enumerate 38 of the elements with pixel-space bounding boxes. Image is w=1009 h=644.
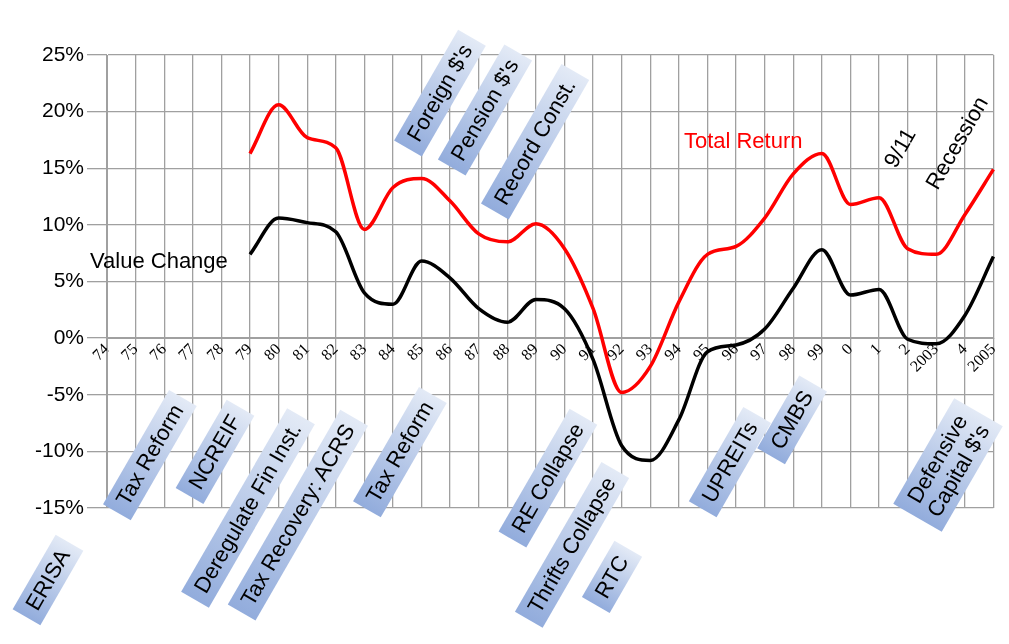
x-tick-label: 97 [746, 339, 770, 364]
y-tick-label: 10% [41, 211, 85, 235]
y-tick-label: -10% [34, 438, 85, 462]
x-tick-label: 89 [517, 339, 542, 364]
x-tick-label: 76 [145, 339, 170, 364]
x-tick-label: 75 [117, 339, 141, 364]
x-tick-label: 77 [174, 339, 198, 364]
x-tick-label: 79 [231, 339, 256, 364]
y-tick-label: 20% [41, 98, 85, 122]
x-tick-label: 93 [632, 339, 656, 364]
y-tick-label: 15% [41, 155, 85, 179]
y-tick-label: 5% [53, 268, 85, 292]
y-tick-label: 0% [53, 324, 85, 348]
x-tick-label: 92 [603, 339, 627, 364]
x-tick-label: 84 [374, 339, 399, 364]
x-tick-label: 78 [203, 339, 227, 364]
series-label: Total Return [683, 128, 803, 155]
x-tick-label: 1 [866, 339, 885, 358]
x-tick-label: 4 [952, 339, 970, 358]
x-tick-label: 99 [803, 339, 827, 364]
series-label: Value Change [90, 248, 228, 275]
x-tick-label: 94 [660, 339, 684, 364]
x-tick-label: 0 [837, 339, 856, 358]
x-tick-label: 83 [346, 339, 370, 364]
y-tick-label: 25% [41, 41, 85, 65]
y-tick-label: -15% [34, 494, 85, 518]
x-tick-label: 80 [260, 339, 284, 364]
x-tick-label: 87 [460, 339, 484, 364]
x-tick-label: 88 [489, 339, 513, 364]
x-tick-label: 86 [431, 339, 456, 364]
x-tick-label: 90 [546, 339, 570, 364]
annotation: 9/11 [878, 123, 921, 172]
x-tick-label: 82 [317, 339, 341, 364]
x-tick-label: 98 [775, 339, 799, 364]
x-tick-label: 2 [895, 339, 913, 358]
x-tick-label: 85 [403, 339, 427, 364]
y-tick-label: -5% [46, 381, 85, 405]
x-tick-label: 81 [288, 339, 313, 364]
